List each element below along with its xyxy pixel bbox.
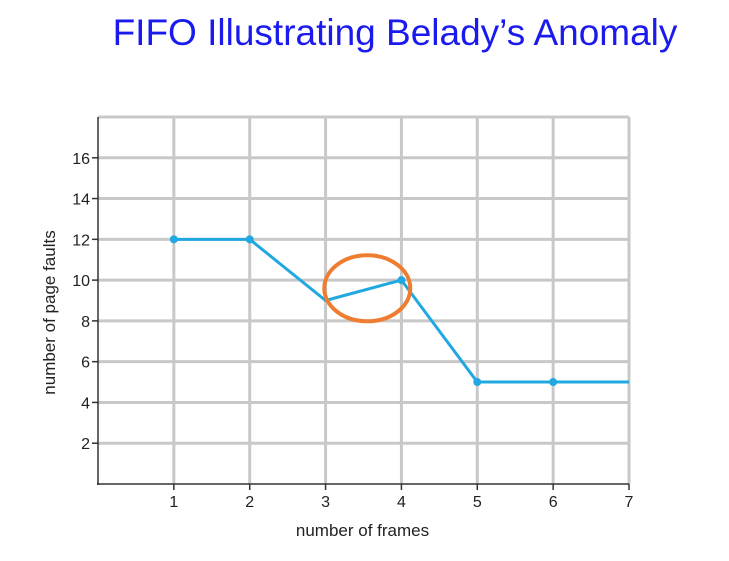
x-tick-label-2: 2 xyxy=(245,494,254,511)
x-tick-label-6: 6 xyxy=(549,494,558,511)
axes xyxy=(92,117,630,490)
data-point-x4 xyxy=(397,276,406,285)
slide-title: FIFO Illustrating Belady’s Anomaly xyxy=(112,12,678,53)
y-tick-label-10: 10 xyxy=(72,273,90,290)
axis-labels: number of frames number of page faults xyxy=(40,230,429,540)
data-point-x6 xyxy=(549,378,558,387)
data-markers xyxy=(169,235,558,387)
y-tick-label-2: 2 xyxy=(81,436,90,453)
x-tick-label-1: 1 xyxy=(169,494,178,511)
y-tick-label-16: 16 xyxy=(72,151,90,168)
annotations xyxy=(322,253,413,324)
y-tick-label-8: 8 xyxy=(81,314,90,331)
x-axis-label: number of frames xyxy=(296,521,429,540)
data-point-x5 xyxy=(473,378,482,387)
highlight-circle-0 xyxy=(322,253,413,324)
x-tick-label-3: 3 xyxy=(321,494,330,511)
y-axis-label: number of page faults xyxy=(40,230,59,394)
y-tick-label-14: 14 xyxy=(72,192,90,209)
data-point-x1 xyxy=(169,235,178,244)
y-tick-label-12: 12 xyxy=(72,232,90,249)
x-tick-label-5: 5 xyxy=(473,494,482,511)
x-tick-label-4: 4 xyxy=(397,494,406,511)
y-tick-label-6: 6 xyxy=(81,355,90,372)
y-tick-label-4: 4 xyxy=(81,395,90,412)
data-point-x2 xyxy=(245,235,254,244)
grid-lines xyxy=(98,115,631,484)
x-tick-label-7: 7 xyxy=(625,494,634,511)
